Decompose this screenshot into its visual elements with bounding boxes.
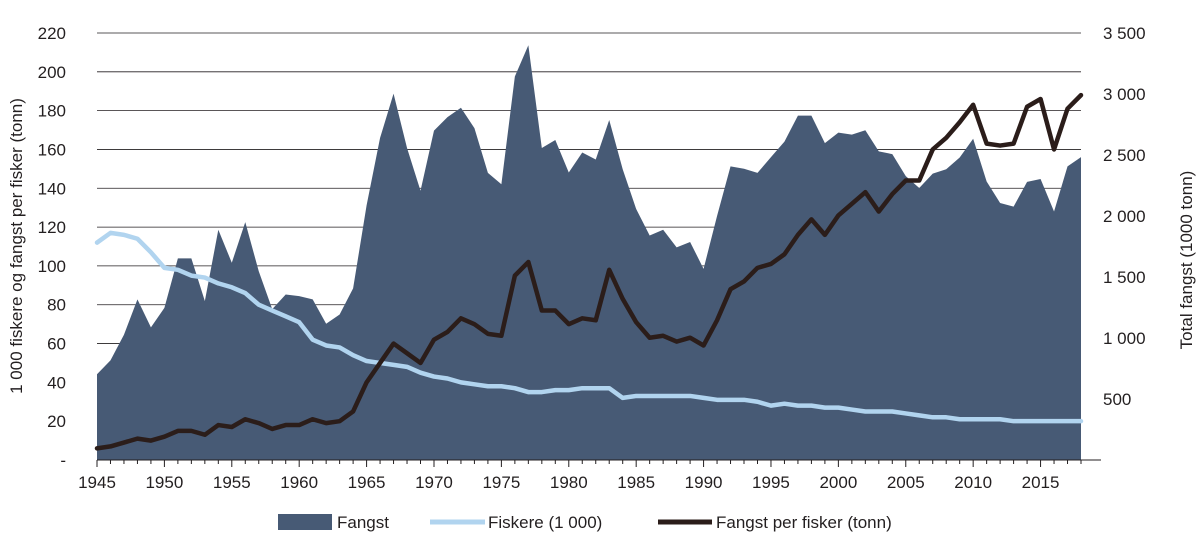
y-left-tick-label: 100 [38, 257, 66, 276]
series-line-fiskere-1-000 [94, 230, 1084, 424]
y-left-tick-label: 140 [38, 179, 66, 198]
x-tick-label: 1975 [482, 473, 520, 492]
legend-label-fangst-per-fisker: Fangst per fisker (tonn) [716, 513, 892, 532]
legend-swatch-fangst [278, 514, 332, 530]
y-left-tick-label: 180 [38, 102, 66, 121]
x-tick-label: 2010 [954, 473, 992, 492]
y-left-tick-label: 40 [47, 373, 66, 392]
x-tick-label: 1955 [213, 473, 251, 492]
y-right-tick-label: 500 [1103, 390, 1131, 409]
y-right-tick-label: 3 000 [1103, 85, 1146, 104]
y-left-tick-label: 20 [47, 412, 66, 431]
line-series-layer [94, 92, 1084, 451]
legend: Fangst Fiskere (1 000) Fangst per fisker… [278, 513, 892, 532]
x-tick-label: 1950 [145, 473, 183, 492]
x-axis: 1945 1950 1955 1960 1965 1970 1975 1980 1985 1990… [78, 459, 1101, 492]
y-right-tick-label: 2 500 [1103, 146, 1146, 165]
x-tick-label: 1970 [415, 473, 453, 492]
series-line-fangst-per-fisker-tonn [94, 92, 1084, 451]
right-y-axis: 500 1 000 1 500 2 000 2 500 3 000 3 500 [1103, 24, 1146, 409]
y-right-tick-label: 2 000 [1103, 207, 1146, 226]
x-tick-label: 1995 [752, 473, 790, 492]
left-y-axis: - 20 40 60 80 100 120 140 160 180 200 220 [38, 24, 66, 470]
y-left-tick-label: 120 [38, 218, 66, 237]
y-left-tick-label: - [60, 451, 66, 470]
right-axis-title: Total fangst (1000 tonn) [1177, 171, 1196, 350]
left-axis-title: 1 000 fiskere og fangst per fisker (tonn… [7, 98, 26, 394]
y-right-tick-label: 3 500 [1103, 24, 1146, 43]
x-tick-label: 2005 [887, 473, 925, 492]
x-tick-label: 1985 [617, 473, 655, 492]
x-tick-label: 1980 [550, 473, 588, 492]
x-tick-label: 1945 [78, 473, 116, 492]
legend-label-fiskere: Fiskere (1 000) [488, 513, 602, 532]
fangst-area-layer [97, 45, 1081, 460]
x-tick-label: 2000 [819, 473, 857, 492]
x-tick-label: 1960 [280, 473, 318, 492]
y-left-tick-label: 200 [38, 63, 66, 82]
y-left-tick-label: 220 [38, 24, 66, 43]
y-left-tick-label: 160 [38, 140, 66, 159]
x-tick-label: 2015 [1022, 473, 1060, 492]
legend-label-fangst: Fangst [337, 513, 389, 532]
y-left-tick-label: 80 [47, 296, 66, 315]
x-tick-label: 1965 [348, 473, 386, 492]
x-tick-label: 1990 [685, 473, 723, 492]
y-left-tick-label: 60 [47, 335, 66, 354]
y-right-tick-label: 1 000 [1103, 329, 1146, 348]
series-area-fangst [97, 45, 1081, 460]
y-right-tick-label: 1 500 [1103, 268, 1146, 287]
